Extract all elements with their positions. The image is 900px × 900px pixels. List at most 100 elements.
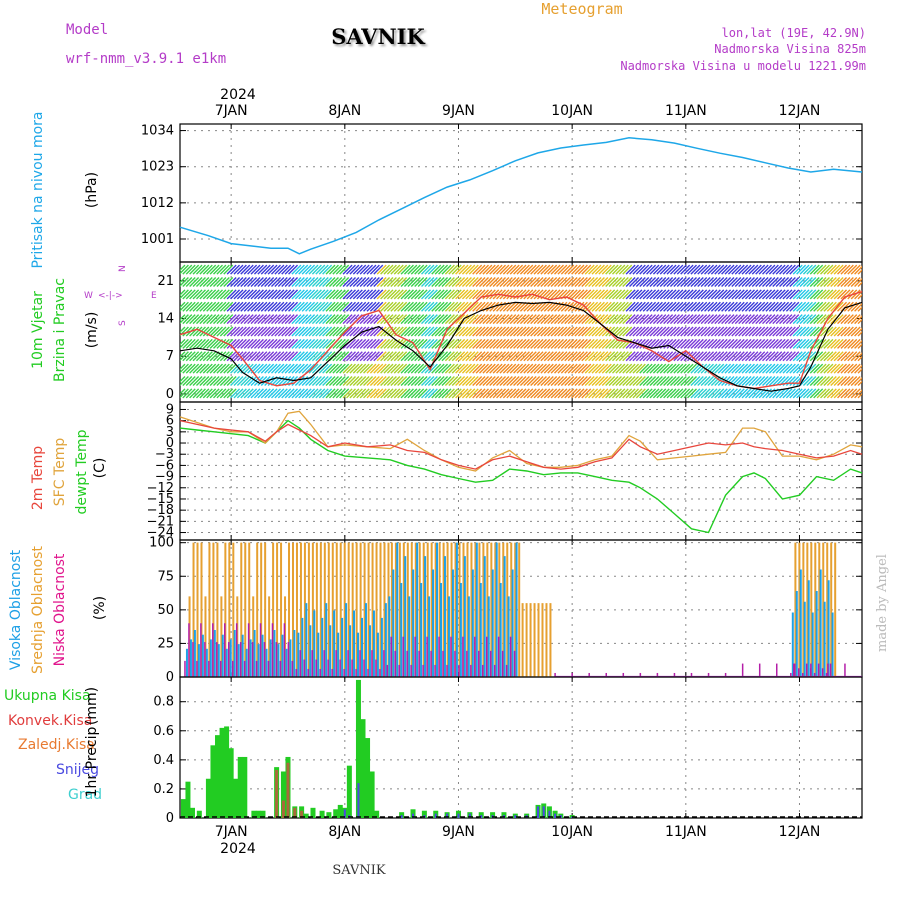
wind-barb [629,363,640,374]
wind-barb [308,338,319,349]
wind-barb [724,351,735,362]
wind-barb [581,314,592,325]
wind-barb [342,376,353,387]
wind-barb [646,264,657,275]
wind-barb [424,314,435,325]
wind-barb [547,264,558,275]
wind-barb [830,363,841,374]
wind-barb [523,326,534,337]
wind-barb [690,351,701,362]
wind-barb [598,289,609,300]
wind-barb [594,314,605,325]
wind-barb [659,301,670,312]
wind-barb [516,363,527,374]
wind-barb [438,376,449,387]
wind-barb [618,264,629,275]
dewpt-line [179,419,863,534]
wind-barb [775,376,786,387]
wind-barb [455,264,466,275]
wind-barb [325,388,336,399]
wind-barb [438,351,449,362]
wind-barb [458,363,469,374]
wind-barb [683,301,694,312]
wind-barb [731,264,742,275]
wind-barb [762,289,773,300]
wind-barb [356,314,367,325]
wind-barb [687,363,697,374]
wind-barb [400,301,411,312]
wind-barb [185,363,196,374]
wind-barb [564,264,575,275]
wind-barb [386,338,397,349]
wind-barb [540,351,551,362]
wind-barb [240,276,251,287]
wind-barb [802,314,813,325]
wind-barb [850,264,861,275]
wind-barb [854,352,862,362]
wind-barb [253,301,264,312]
wind-barb [543,326,554,337]
wind-barb [328,264,339,275]
wind-barb [502,314,513,325]
wind-barb [390,276,401,287]
wind-barb [206,388,217,399]
wind-barb [717,338,728,349]
wind-barb [697,376,708,387]
wind-barb [588,326,599,337]
wind-barb [857,306,862,312]
wind-barb [567,326,578,337]
wind-barb [724,301,735,312]
wind-barb [390,388,401,399]
wind-barb [390,363,401,374]
wind-barb [768,301,779,312]
wind-barb [192,326,203,337]
precip-legend-conv: Konvek.Kisa [8,713,92,729]
wind-barb [605,301,616,312]
wind-barb [438,301,449,312]
wind-barb [772,363,783,374]
wind-barb [560,338,571,349]
wind-barb [472,351,483,362]
wind-barb [850,376,861,387]
wind-barb [700,276,711,287]
wind-barb [356,276,367,287]
wind-barb [390,351,401,362]
wind-barb [180,301,189,312]
wind-barb [489,351,500,362]
wind-barb [717,326,728,337]
wind-barb [240,338,251,349]
wind-barb [663,363,674,374]
wind-barb [649,264,660,275]
wind-barb [458,376,469,387]
wind-barb [615,363,626,374]
wind-barb [608,388,619,399]
wind-barb [400,314,411,325]
wind-barb [530,289,541,300]
wind-barb [438,388,449,399]
wind-barb [843,326,854,337]
wind-barb [547,388,558,399]
wind-barb [768,376,779,387]
wind-barb [226,388,237,399]
wind-barb [598,314,609,325]
wind-barb [629,314,640,325]
wind-barb [189,276,200,287]
wind-barb [455,326,466,337]
wind-barb [257,276,268,287]
wind-barb [574,363,585,374]
wind-barb [652,363,663,374]
wind-barb [826,363,837,374]
wind-barb [243,388,254,399]
wind-barb [581,338,592,349]
wind-barb [584,388,595,399]
wind-barb [714,264,725,275]
wind-barb [536,326,547,337]
wind-barb [349,376,360,387]
wind-barb [180,264,189,275]
wind-barb [301,363,312,374]
wind-barb [768,314,779,325]
wind-barb [180,363,189,374]
precip-bar-total [185,781,191,818]
wind-barb [189,301,200,312]
wind-barb [738,376,749,387]
